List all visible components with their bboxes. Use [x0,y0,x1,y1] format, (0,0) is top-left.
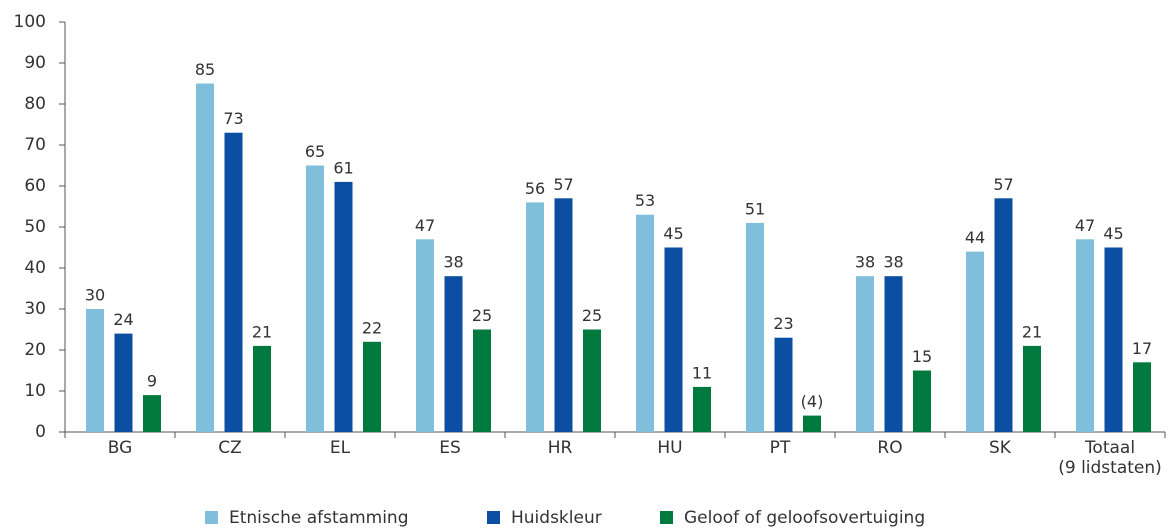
bar [746,222,764,432]
bar [416,239,434,432]
data-label: 21 [1022,322,1042,341]
y-tick-label: 10 [24,381,46,401]
bar [693,386,711,432]
y-tick-label: 0 [35,422,46,442]
y-tick-label: 100 [14,12,46,32]
bar [774,337,793,432]
y-tick-label: 70 [24,135,46,155]
x-tick-label: BG [107,438,133,458]
bar [803,415,821,432]
y-tick-label: 20 [24,340,46,360]
bar [1133,362,1151,432]
y-tick-label: 50 [24,217,46,237]
data-label: 47 [1075,216,1095,235]
bar [664,247,683,432]
y-tick-label: 30 [24,299,46,319]
data-label: 57 [553,175,573,194]
data-label: 57 [993,175,1013,194]
bar [86,309,104,432]
bar [583,329,601,432]
data-label: 21 [252,322,272,341]
data-label: 53 [635,191,655,210]
legend-label: Etnische afstamming [229,508,409,528]
data-label: 38 [883,253,903,272]
bar [196,83,214,432]
data-label: 15 [912,347,932,366]
legend-swatch [205,511,218,524]
data-label: 47 [415,216,435,235]
x-tick-label: Totaal (9 lidstaten) [1058,438,1162,478]
data-label: 65 [305,142,325,161]
bar [994,198,1013,432]
data-label: 23 [773,314,793,333]
data-label: 61 [333,158,353,177]
bar [473,329,491,432]
bar [1104,247,1123,432]
x-tick-label: PT [769,438,791,458]
legend-swatch [660,511,673,524]
bar [554,198,573,432]
bar [224,132,243,432]
legend-swatch [487,511,500,524]
y-tick-label: 40 [24,258,46,278]
data-label: 25 [582,306,602,325]
x-tick-label: RO [877,438,903,458]
data-label: 22 [362,318,382,337]
data-label: (4) [801,392,824,411]
data-label: 56 [525,179,545,198]
x-tick-label: EL [329,438,351,458]
data-label: 11 [692,363,712,382]
bar [114,333,133,432]
data-label: 44 [965,228,985,247]
bar [444,276,463,432]
bar [253,345,271,432]
data-label: 9 [147,372,157,391]
data-label: 38 [443,253,463,272]
x-tick-label: HU [657,438,683,458]
data-label: 17 [1132,339,1152,358]
data-label: 51 [745,199,765,218]
bar [334,181,353,432]
y-tick-label: 90 [24,53,46,73]
y-tick-label: 60 [24,176,46,196]
bar [143,395,161,432]
bar [1076,239,1094,432]
bar [856,276,874,432]
data-label: 73 [223,109,243,128]
data-label: 38 [855,253,875,272]
legend-label: Huidskleur [511,508,602,528]
bar [636,214,654,432]
bar [1023,345,1041,432]
data-label: 85 [195,60,215,79]
bar [913,370,931,432]
y-tick-label: 80 [24,94,46,114]
bar [526,202,544,432]
data-label: 30 [85,286,105,305]
bar [966,251,984,432]
data-label: 45 [663,224,683,243]
x-tick-label: HR [547,438,573,458]
x-tick-label: SK [989,438,1011,458]
data-label: 24 [113,310,133,329]
data-label: 25 [472,306,492,325]
x-tick-label: CZ [218,438,242,458]
data-label: 45 [1103,224,1123,243]
bar [363,341,381,432]
legend-label: Geloof of geloofsovertuiging [684,508,925,528]
bar [884,276,903,432]
x-tick-label: ES [439,438,461,458]
bar [306,165,324,432]
